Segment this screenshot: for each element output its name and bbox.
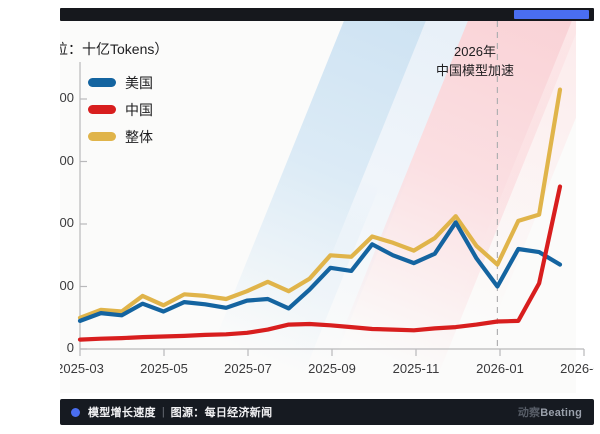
caption-bullet-icon (71, 407, 80, 417)
playback-progress-bar[interactable] (60, 8, 594, 21)
chart-annotation: 2026年 中国模型加速 (400, 43, 550, 81)
y-axis-tick-label: 8000 (60, 90, 74, 105)
legend-label-china: 中国 (125, 101, 153, 118)
legend-swatch-china (88, 105, 116, 114)
caption-title: 模型增长速度 (88, 407, 156, 419)
x-axis-tick-label: 2026-03 (560, 361, 594, 376)
x-axis-tick-label: 2025-03 (60, 361, 104, 376)
legend-swatch-us (88, 78, 116, 87)
brand-logo: 动察Beating (518, 404, 582, 420)
legend-item-overall: 整体 (88, 123, 153, 150)
caption-separator: | (161, 406, 165, 418)
x-axis-tick-label: 2025-11 (392, 361, 440, 376)
overall-line (77, 87, 563, 320)
y-axis-tick-label: 6000 (60, 152, 74, 168)
legend-label-overall: 整体 (125, 128, 153, 145)
y-axis-tick-label: 4000 (60, 215, 74, 230)
caption-source: 图源：每日经济新闻 (170, 407, 273, 419)
legend-item-us: 美国 (88, 69, 153, 96)
y-axis-tick-label: 2000 (60, 277, 74, 293)
line-chart-plot (77, 21, 585, 356)
legend-swatch-overall (88, 132, 116, 141)
chart-card: （单位：十亿Tokens） 美国 中国 整体 2026年 中国模型加速 0 200… (60, 21, 594, 393)
brand-logo-en: Beating (540, 407, 582, 419)
x-axis-tick-label: 2025-07 (224, 361, 272, 376)
card-right-margin (576, 21, 594, 393)
chart-legend: 美国 中国 整体 (88, 69, 153, 150)
x-axis-tick-label: 2025-05 (140, 361, 188, 376)
legend-label-us: 美国 (125, 74, 153, 91)
legend-item-china: 中国 (88, 96, 153, 123)
progress-fill (514, 10, 589, 19)
caption-bar: 模型增长速度 | 图源：每日经济新闻 动察Beating (60, 399, 594, 425)
china-line (77, 184, 563, 342)
x-axis-tick-label: 2025-09 (308, 361, 356, 376)
y-axis-tick-label: 0 (66, 340, 74, 355)
unit-label: （单位：十亿Tokens） (60, 41, 169, 57)
brand-logo-cn: 动察 (517, 407, 541, 419)
annotation-line-2: 中国模型加速 (435, 62, 514, 78)
us-line (77, 220, 563, 323)
annotation-line-1: 2026年 (454, 44, 496, 59)
x-axis-tick-label: 2026-01 (476, 361, 524, 376)
